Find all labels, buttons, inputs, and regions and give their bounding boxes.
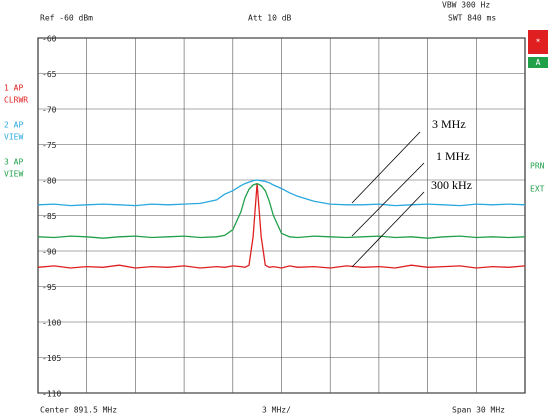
y-tick-label: -70	[42, 106, 57, 115]
header: Ref -60 dBm Att 10 dB SWT 840 ms VBW 300…	[37, 1, 548, 415]
vbw: VBW 300 Hz	[442, 1, 490, 10]
y-tick-label: -105	[42, 354, 61, 363]
legend-mode: VIEW	[4, 170, 23, 179]
trace	[37, 183, 526, 269]
ref-level: Ref -60 dBm	[40, 14, 93, 23]
y-tick-label: -90	[42, 248, 57, 257]
y-tick-label: -75	[42, 141, 57, 150]
legend-label: 2 AP	[4, 121, 23, 130]
side-label: EXT	[530, 185, 545, 194]
side-label: PRN	[530, 162, 545, 171]
span: Span 30 MHz	[452, 406, 505, 415]
legend-mode: CLRWR	[4, 96, 28, 105]
y-tick-label: -95	[42, 283, 57, 292]
marker-box	[528, 30, 548, 54]
leader-line	[351, 162, 425, 237]
y-tick-label: -60	[42, 35, 57, 44]
annotation: 1 MHz	[436, 149, 470, 163]
y-tick-label: -80	[42, 177, 57, 186]
marker-label: *	[536, 38, 541, 47]
leader-line	[351, 131, 421, 204]
marker-box	[528, 57, 548, 68]
center-freq: Center 891.5 MHz	[40, 406, 117, 415]
annotation: 300 kHz	[431, 178, 472, 192]
per-div: 3 MHz/	[262, 406, 291, 415]
y-tick-label: -100	[42, 319, 61, 328]
legend-label: 1 AP	[4, 84, 23, 93]
sweep-time: SWT 840 ms	[448, 14, 496, 23]
trace	[37, 182, 526, 239]
legend-label: 3 AP	[4, 158, 23, 167]
attenuation: Att 10 dB	[248, 14, 292, 23]
y-tick-label: -110	[42, 390, 61, 399]
leader-line	[351, 191, 425, 268]
annotation: 3 MHz	[432, 117, 466, 131]
trace	[37, 179, 526, 207]
y-tick-label: -85	[42, 212, 57, 221]
y-tick-label: -65	[42, 70, 57, 79]
marker-label: A	[536, 58, 541, 67]
legend-mode: VIEW	[4, 133, 23, 142]
